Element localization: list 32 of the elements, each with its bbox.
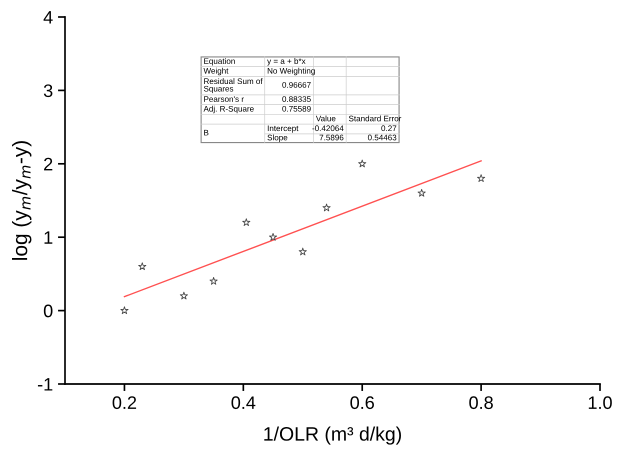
y-tick-label: 4 — [44, 11, 53, 24]
annotation: 0.54463 — [368, 134, 396, 140]
y-tick-label: -1 — [38, 378, 52, 391]
annotation: 0.88335 — [282, 96, 311, 102]
annotation: Standard Error — [348, 115, 402, 122]
annotation: 0.27 — [381, 125, 396, 132]
y-tick-label: 2 — [44, 158, 52, 170]
x-tick-label: 0.2 — [112, 396, 136, 410]
annotation: 7.5896 — [320, 134, 344, 140]
x-tick-label: 0.8 — [469, 396, 493, 410]
annotation: Value — [316, 115, 336, 122]
x-tick-label: 0.6 — [350, 396, 374, 410]
y-axis-title: log (y$_{m}$/y$_{m}$-y) — [12, 141, 32, 260]
x-tick-label: 1.0 — [588, 396, 612, 410]
annotation: Pearson's r — [204, 96, 244, 102]
annotation: 0.96667 — [282, 82, 311, 88]
annotation: -0.42064 — [312, 125, 344, 132]
annotation: Slope — [267, 134, 288, 142]
y-tick-label: 0 — [44, 304, 52, 318]
annotation: Adj. R-Square — [204, 106, 254, 114]
annotation: 0.75589 — [282, 106, 311, 112]
annotation: Residual Sum of Squares — [204, 78, 263, 94]
y-tick-label: 1 — [44, 231, 52, 244]
annotation: Weight — [204, 68, 228, 76]
annotation: y = a + b*x — [267, 58, 306, 66]
annotation: B — [204, 130, 208, 136]
annotation: No Weighting — [268, 68, 315, 76]
annotation: Intercept — [268, 126, 298, 133]
y-tick-label: 3 — [44, 84, 52, 98]
annotation: Equation — [204, 58, 235, 66]
x-axis-title: 1/OLR (m³ d/kg) — [264, 426, 401, 445]
x-tick-label: 0.4 — [231, 396, 256, 410]
